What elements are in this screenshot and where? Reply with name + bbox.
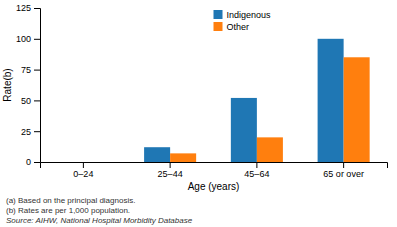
y-tick-label: 125 <box>16 3 31 13</box>
bar <box>170 153 196 162</box>
y-tick-mark <box>34 8 40 9</box>
bar <box>57 162 83 163</box>
x-tick-label: 45–64 <box>244 169 269 179</box>
bar <box>231 98 257 162</box>
footnote: Source: AIHW, National Hospital Morbidit… <box>6 216 193 225</box>
y-tick-mark <box>34 162 40 163</box>
y-tick-label: 0 <box>26 157 31 167</box>
y-tick: 25 <box>21 127 40 137</box>
bars <box>144 39 370 162</box>
legend-swatch <box>214 22 223 31</box>
x-tick: 25–44 <box>158 162 183 179</box>
bar <box>344 57 370 162</box>
y-tick: 75 <box>21 65 40 75</box>
x-tick-mark <box>170 162 171 168</box>
legend-item: Indigenous <box>214 10 272 20</box>
x-tick: 65 or over <box>323 162 364 179</box>
axis-line <box>41 163 388 169</box>
legend-label: Other <box>227 22 250 32</box>
bar <box>318 39 344 162</box>
legend-swatch <box>214 10 223 19</box>
footnote: (b) Rates are per 1,000 population. <box>6 206 130 215</box>
y-tick: 0 <box>26 157 40 167</box>
y-tick-label: 100 <box>16 34 31 44</box>
y-tick-label: 50 <box>21 96 31 106</box>
x-axis: 0–24 25–44 45–64 65 or over <box>41 162 388 179</box>
x-tick-mark <box>256 162 257 168</box>
y-tick-mark <box>34 39 40 40</box>
legend-label: Indigenous <box>227 10 272 20</box>
y-tick-label: 25 <box>21 127 31 137</box>
x-tick-label: 0–24 <box>73 169 93 179</box>
y-tick: 100 <box>16 34 40 44</box>
plot: 0 25 50 75 100 125 0–24 25–44 45–64 65 or over Ind… <box>16 3 388 179</box>
chart-container: 0 25 50 75 100 125 0–24 25–44 45–64 65 or over Ind… <box>0 0 397 227</box>
x-tick-mark <box>83 162 84 168</box>
axis-line <box>34 9 41 163</box>
bar <box>257 137 283 162</box>
x-tick: 0–24 <box>73 162 93 179</box>
chart-svg: 0 25 50 75 100 125 0–24 25–44 45–64 65 or over Ind… <box>0 0 397 227</box>
x-tick: 45–64 <box>244 162 269 179</box>
legend: Indigenous Other <box>214 10 272 32</box>
x-tick-mark <box>343 162 344 168</box>
bar <box>83 162 109 163</box>
y-tick-mark <box>34 100 40 101</box>
y-tick-mark <box>34 70 40 71</box>
x-axis-title: Age (years) <box>188 181 240 192</box>
y-tick-label: 75 <box>21 65 31 75</box>
y-tick-mark <box>34 131 40 132</box>
y-tick: 50 <box>21 96 40 106</box>
x-tick-label: 25–44 <box>158 169 183 179</box>
legend-item: Other <box>214 22 250 32</box>
y-axis-title: Rate(b) <box>2 68 13 101</box>
bar <box>144 147 170 162</box>
x-tick-label: 65 or over <box>323 169 364 179</box>
y-axis: 0 25 50 75 100 125 <box>16 3 41 167</box>
footnote: (a) Based on the principal diagnosis. <box>6 196 135 205</box>
y-tick: 125 <box>16 3 40 13</box>
